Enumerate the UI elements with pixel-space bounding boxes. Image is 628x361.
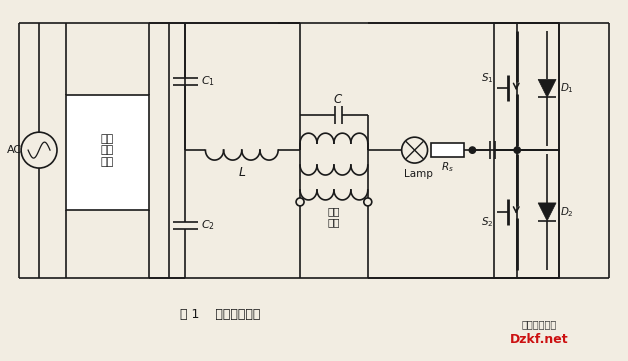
Text: Lamp: Lamp: [404, 169, 433, 179]
Text: $R_s$: $R_s$: [441, 160, 454, 174]
Circle shape: [469, 147, 475, 153]
Text: $C$: $C$: [333, 93, 344, 106]
Text: $S_1$: $S_1$: [481, 71, 494, 85]
Text: 图 1    电路结构框图: 图 1 电路结构框图: [180, 308, 261, 321]
Text: 电子开发社区: 电子开发社区: [521, 319, 557, 330]
FancyBboxPatch shape: [431, 143, 465, 157]
Text: Dzkf.net: Dzkf.net: [510, 333, 568, 346]
Text: 点火
电感: 点火 电感: [328, 206, 340, 228]
Text: 功率
因数
校正: 功率 因数 校正: [100, 134, 114, 167]
Circle shape: [514, 147, 521, 153]
Text: $L$: $L$: [237, 166, 246, 179]
FancyBboxPatch shape: [66, 95, 149, 210]
Text: $D_2$: $D_2$: [560, 205, 574, 219]
Text: AC: AC: [7, 145, 22, 155]
Text: $D_1$: $D_1$: [560, 82, 574, 95]
Text: $S_2$: $S_2$: [481, 215, 494, 229]
Text: $C_2$: $C_2$: [202, 218, 215, 232]
Polygon shape: [538, 203, 556, 221]
Polygon shape: [538, 79, 556, 97]
Text: $C_1$: $C_1$: [202, 74, 215, 88]
